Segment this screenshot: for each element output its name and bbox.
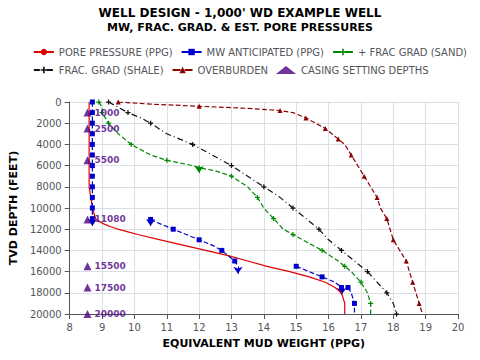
svg-text:9: 9 (99, 322, 105, 333)
svg-text:4000: 4000 (36, 139, 61, 150)
svg-text:14: 14 (257, 322, 270, 333)
svg-text:2000: 2000 (36, 118, 61, 129)
svg-text:WELL DESIGN - 1,000' WD EXAMPL: WELL DESIGN - 1,000' WD EXAMPLE WELL (99, 6, 382, 20)
svg-text:14000: 14000 (30, 245, 62, 256)
svg-text:CASING SETTING DEPTHS: CASING SETTING DEPTHS (301, 65, 429, 76)
svg-text:10000: 10000 (30, 203, 62, 214)
svg-text:OVERBURDEN: OVERBURDEN (198, 65, 268, 76)
svg-text:2500: 2500 (95, 124, 120, 134)
svg-text:16: 16 (322, 322, 335, 333)
svg-text:18: 18 (387, 322, 400, 333)
svg-text:12000: 12000 (30, 224, 62, 235)
svg-text:8000: 8000 (36, 181, 61, 192)
svg-text:1000: 1000 (95, 108, 120, 118)
svg-text:11080: 11080 (95, 214, 126, 224)
svg-text:MW, FRAC. GRAD. & EST. PORE PR: MW, FRAC. GRAD. & EST. PORE PRESSURES (107, 21, 373, 34)
svg-text:+ FRAC GRAD (SAND): + FRAC GRAD (SAND) (358, 47, 467, 58)
svg-text:EQUIVALENT MUD WEIGHT (PPG): EQUIVALENT MUD WEIGHT (PPG) (163, 337, 366, 350)
svg-text:20: 20 (452, 322, 465, 333)
svg-text:12: 12 (193, 322, 206, 333)
svg-text:FRAC. GRAD (SHALE): FRAC. GRAD (SHALE) (59, 65, 164, 76)
svg-text:MW ANTICIPATED (PPG): MW ANTICIPATED (PPG) (207, 47, 324, 58)
svg-text:15500: 15500 (95, 261, 126, 271)
svg-text:TVD DEPTH (FEET): TVD DEPTH (FEET) (7, 151, 20, 265)
svg-text:10: 10 (128, 322, 141, 333)
svg-text:13: 13 (225, 322, 238, 333)
svg-text:17500: 17500 (95, 283, 126, 293)
svg-text:19: 19 (419, 322, 432, 333)
svg-text:15: 15 (290, 322, 303, 333)
svg-text:8: 8 (67, 322, 73, 333)
svg-text:5500: 5500 (95, 155, 120, 165)
svg-text:20000: 20000 (95, 309, 126, 319)
svg-text:PORE PRESSURE (PPG): PORE PRESSURE (PPG) (59, 47, 173, 58)
svg-text:17: 17 (355, 322, 368, 333)
svg-text:6000: 6000 (36, 160, 61, 171)
svg-text:0: 0 (55, 97, 61, 108)
svg-text:18000: 18000 (30, 287, 62, 298)
svg-text:16000: 16000 (30, 266, 62, 277)
svg-text:11: 11 (160, 322, 173, 333)
svg-text:20000: 20000 (30, 309, 62, 320)
